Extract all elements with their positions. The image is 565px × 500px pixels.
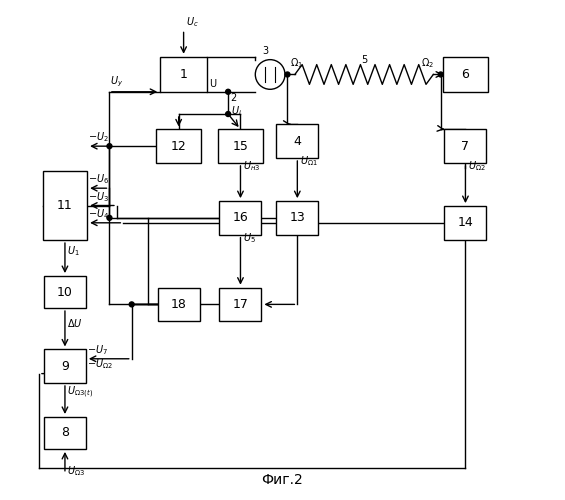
Circle shape <box>438 72 443 77</box>
Text: 11: 11 <box>57 199 73 212</box>
Bar <box>219 201 262 234</box>
Text: $- U_6$: $- U_6$ <box>88 172 110 186</box>
Text: $\Omega_2$: $\Omega_2$ <box>421 56 434 70</box>
Bar <box>44 350 86 383</box>
Text: $U_{\Omega 1}$: $U_{\Omega 1}$ <box>300 154 318 168</box>
Text: 14: 14 <box>458 216 473 230</box>
Text: $U_c$: $U_c$ <box>186 16 199 30</box>
Bar <box>44 417 86 449</box>
Text: $- U_7$: $- U_7$ <box>87 343 108 357</box>
Text: $- U_{\Omega 2}$: $- U_{\Omega 2}$ <box>87 358 113 371</box>
Bar <box>445 130 486 163</box>
Bar <box>276 124 318 158</box>
Text: Фиг.2: Фиг.2 <box>262 474 303 488</box>
Bar <box>276 201 318 234</box>
Bar <box>44 276 86 308</box>
Text: 5: 5 <box>361 54 367 64</box>
Text: $U_y$: $U_y$ <box>110 75 124 90</box>
Text: 6: 6 <box>462 68 470 81</box>
Bar <box>443 56 488 92</box>
Text: 15: 15 <box>233 140 249 152</box>
Text: 8: 8 <box>61 426 69 440</box>
Text: $U_i$: $U_i$ <box>231 104 242 118</box>
Text: $\Omega_1$: $\Omega_1$ <box>290 56 303 70</box>
Circle shape <box>129 302 134 307</box>
Text: $U_{н3}$: $U_{н3}$ <box>243 159 260 173</box>
Text: 16: 16 <box>233 212 249 224</box>
Text: 3: 3 <box>263 46 269 56</box>
Text: 1: 1 <box>180 68 188 81</box>
Circle shape <box>285 72 290 77</box>
Text: $- U_4$: $- U_4$ <box>88 207 110 221</box>
Text: $U_{\Omega3}$: $U_{\Omega3}$ <box>67 464 85 477</box>
Text: $U_{\Omega 2}$: $U_{\Omega 2}$ <box>468 159 486 173</box>
Text: $U_5$: $U_5$ <box>243 231 256 244</box>
Text: 12: 12 <box>171 140 186 152</box>
Bar <box>160 56 207 92</box>
Bar <box>43 171 87 240</box>
Bar <box>445 206 486 240</box>
Circle shape <box>255 60 285 90</box>
Text: $- U_2$: $- U_2$ <box>88 130 109 144</box>
Bar <box>218 130 263 163</box>
Text: U: U <box>210 80 217 90</box>
Circle shape <box>225 112 231 116</box>
Text: 18: 18 <box>171 298 186 311</box>
Text: 7: 7 <box>462 140 470 152</box>
Bar <box>219 288 262 321</box>
Text: 13: 13 <box>289 212 305 224</box>
Text: $- U_3$: $- U_3$ <box>88 190 109 203</box>
Text: 9: 9 <box>61 360 69 372</box>
Text: 17: 17 <box>233 298 249 311</box>
Circle shape <box>225 90 231 94</box>
Bar <box>157 130 201 163</box>
Text: 2: 2 <box>231 92 237 102</box>
Bar <box>158 288 199 321</box>
Circle shape <box>107 216 112 220</box>
Text: $\Delta U$: $\Delta U$ <box>67 316 83 328</box>
Circle shape <box>107 144 112 148</box>
Text: $U_{\Omega3(t)}$: $U_{\Omega3(t)}$ <box>67 384 93 400</box>
Text: 4: 4 <box>293 134 301 147</box>
Text: 10: 10 <box>57 286 73 298</box>
Text: $U_1$: $U_1$ <box>67 244 80 258</box>
